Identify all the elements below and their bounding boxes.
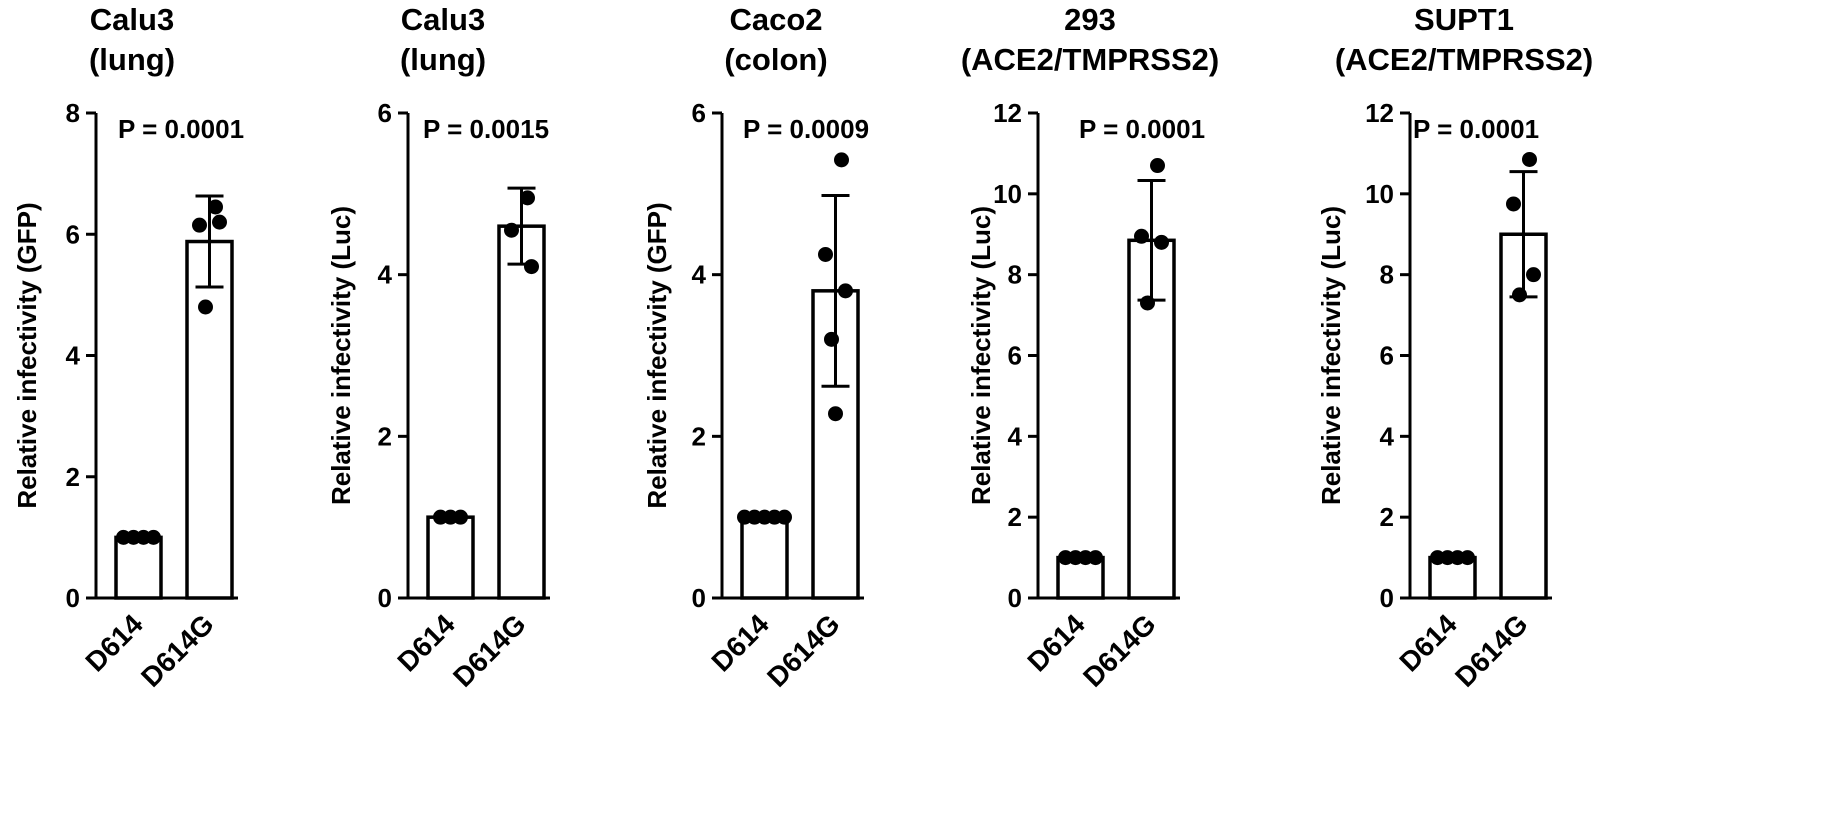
p-value-label: P = 0.0001	[1079, 114, 1205, 144]
y-tick-label: 0	[1008, 583, 1022, 613]
y-tick-label: 6	[1008, 341, 1022, 371]
data-point	[1150, 158, 1165, 174]
y-tick-label: 8	[1008, 260, 1022, 290]
chart-title: (lung)	[89, 42, 175, 77]
y-tick-label: 4	[1380, 421, 1395, 451]
data-point	[818, 246, 833, 262]
chart-title: Caco2	[729, 2, 822, 37]
data-point	[824, 331, 839, 347]
y-axis-label: Relative infectivity (Luc)	[1316, 206, 1346, 505]
bar-d614	[426, 515, 475, 600]
y-tick-label: 4	[378, 260, 393, 290]
data-point	[1506, 196, 1521, 212]
y-tick-label: 0	[378, 583, 392, 613]
y-tick-label: 6	[66, 219, 80, 249]
x-category-label: D614G	[447, 608, 532, 693]
data-point	[524, 259, 539, 275]
y-tick-label: 2	[1380, 502, 1394, 532]
data-point	[198, 299, 213, 315]
chart-title: (colon)	[724, 42, 827, 77]
y-tick-label: 6	[1380, 341, 1394, 371]
y-tick-label: 0	[692, 583, 706, 613]
y-axis-label: Relative infectivity (Luc)	[326, 206, 356, 505]
y-tick-label: 12	[1365, 98, 1394, 128]
y-tick-label: 6	[378, 98, 392, 128]
data-point	[1140, 295, 1155, 311]
data-point	[1512, 287, 1527, 303]
data-point	[1522, 151, 1537, 167]
data-point	[828, 406, 843, 422]
chart-title: Calu3	[401, 2, 485, 37]
data-point	[504, 222, 519, 238]
y-tick-label: 2	[1008, 502, 1022, 532]
data-point	[146, 529, 161, 545]
data-point	[1460, 550, 1475, 566]
y-tick-label: 10	[1365, 179, 1394, 209]
data-point	[212, 214, 227, 230]
x-category-label: D614G	[1449, 608, 1534, 693]
y-tick-label: 0	[66, 583, 80, 613]
data-point	[453, 509, 468, 525]
p-value-label: P = 0.0009	[743, 114, 869, 144]
y-tick-label: 8	[1380, 260, 1394, 290]
data-point	[834, 152, 849, 168]
y-tick-label: 2	[692, 421, 706, 451]
y-tick-label: 8	[66, 98, 80, 128]
chart-title: (ACE2/TMPRSS2)	[1335, 42, 1593, 77]
bar-d614g	[497, 224, 546, 600]
y-tick-label: 2	[66, 462, 80, 492]
bar-d614	[114, 535, 163, 600]
data-point	[1088, 550, 1103, 566]
y-tick-label: 12	[993, 98, 1022, 128]
p-value-label: P = 0.0015	[423, 114, 549, 144]
data-point	[838, 283, 853, 299]
chart-title: (ACE2/TMPRSS2)	[961, 42, 1219, 77]
y-tick-label: 4	[692, 260, 707, 290]
p-value-label: P = 0.0001	[1413, 114, 1539, 144]
x-category-label: D614G	[761, 608, 846, 693]
chart-title: 293	[1064, 2, 1116, 37]
y-tick-label: 2	[378, 421, 392, 451]
data-point	[1526, 267, 1541, 283]
y-tick-label: 6	[692, 98, 706, 128]
bar-d614	[740, 515, 789, 600]
y-tick-label: 4	[66, 341, 81, 371]
p-value-label: P = 0.0001	[118, 114, 244, 144]
y-axis-label: Relative infectivity (Luc)	[966, 206, 996, 505]
bar-d614g	[185, 239, 234, 600]
data-point	[208, 199, 223, 215]
x-category-label: D614G	[1077, 608, 1162, 693]
chart-title: Calu3	[90, 2, 174, 37]
x-category-label: D614G	[135, 608, 220, 693]
y-tick-label: 0	[1380, 583, 1394, 613]
chart-title: SUPT1	[1414, 2, 1514, 37]
data-point	[192, 217, 207, 233]
y-axis-label: Relative infectivity (GFP)	[12, 202, 42, 508]
chart-title: (lung)	[400, 42, 486, 77]
data-point	[1154, 234, 1169, 250]
data-point	[1134, 228, 1149, 244]
y-tick-label: 10	[993, 179, 1022, 209]
data-point	[777, 509, 792, 525]
y-tick-label: 4	[1008, 421, 1023, 451]
data-point	[520, 190, 535, 206]
y-axis-label: Relative infectivity (GFP)	[642, 202, 672, 508]
